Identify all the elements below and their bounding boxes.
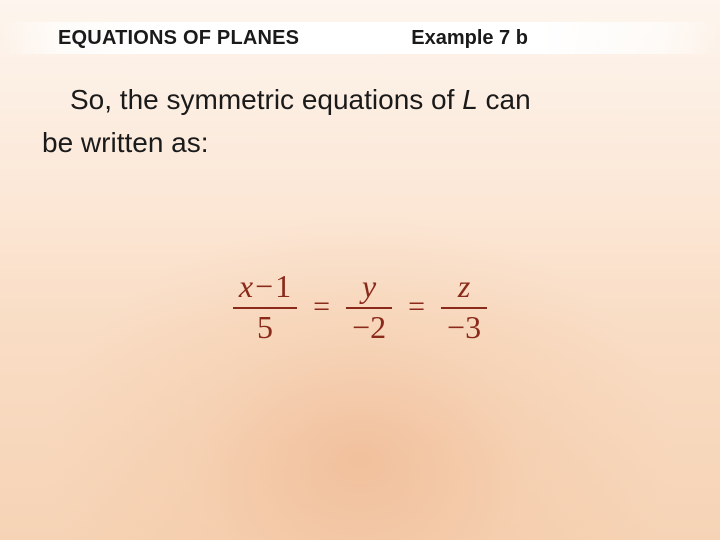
equals-1: = — [311, 290, 332, 324]
section-title: EQUATIONS OF PLANES — [58, 27, 299, 50]
frac2-num: y — [356, 270, 382, 304]
example-label: Example 7 b — [411, 27, 528, 50]
frac1-den: 5 — [251, 311, 279, 345]
equation: x−1 5 = y −2 = z −3 — [0, 268, 720, 344]
frac3-den: −3 — [441, 311, 487, 345]
body-text: So, the symmetric equations of L can be … — [42, 78, 690, 165]
fraction-3: z −3 — [441, 270, 487, 344]
fraction-2: y −2 — [346, 270, 392, 344]
fraction-1: x−1 5 — [233, 270, 297, 344]
body-line1-var: L — [462, 84, 478, 115]
slide: EQUATIONS OF PLANES Example 7 b So, the … — [0, 0, 720, 540]
equals-2: = — [406, 290, 427, 324]
frac1-num-b: 1 — [275, 268, 291, 304]
body-line1-suffix: can — [478, 84, 531, 115]
body-line1-prefix: So, the symmetric equations of — [70, 84, 462, 115]
title-bar: EQUATIONS OF PLANES Example 7 b — [0, 22, 720, 54]
frac2-den: −2 — [346, 311, 392, 345]
frac1-num-a: x — [239, 268, 253, 304]
frac1-num-op: − — [253, 268, 275, 304]
frac3-num: z — [452, 270, 476, 304]
body-line2: be written as: — [42, 127, 209, 158]
